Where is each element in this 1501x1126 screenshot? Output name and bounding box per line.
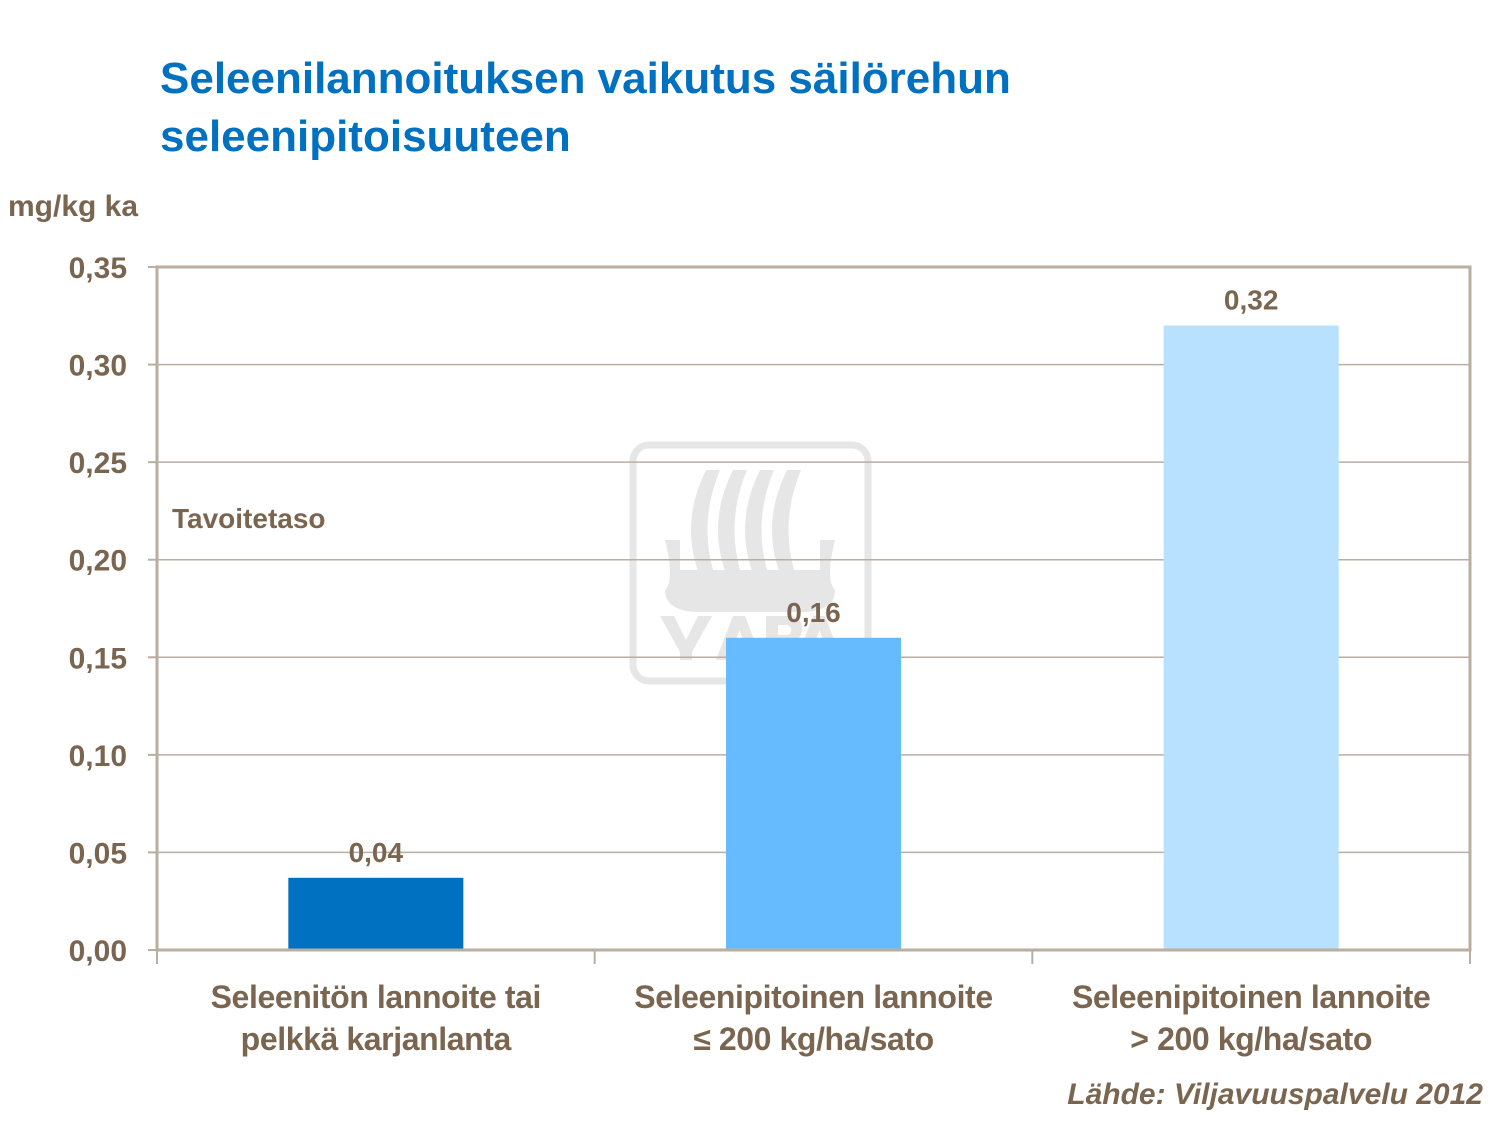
y-tick-label: 0,15 [69, 642, 127, 675]
y-tick-label: 0,10 [69, 740, 127, 773]
x-category-label: pelkkä karjanlanta [241, 1021, 512, 1057]
x-category-label: > 200 kg/ha/sato [1130, 1021, 1372, 1057]
data-label: 0,16 [786, 597, 841, 628]
plot-frame [155, 265, 1472, 952]
y-tick-label: 0,05 [69, 837, 127, 870]
title-line-1: Seleenilannoituksen vaikutus säilörehun [160, 54, 1011, 103]
y-tick-label: 0,00 [69, 935, 127, 968]
y-tick-label: 0,35 [69, 252, 127, 285]
y-axis-unit: mg/kg ka [8, 190, 139, 223]
title-line-2: seleenipitoisuuteen [160, 112, 571, 161]
bar [726, 637, 901, 950]
data-label: 0,32 [1224, 285, 1279, 316]
bar [1163, 325, 1339, 950]
x-category-label: Seleenipitoinen lannoite [1072, 979, 1430, 1015]
y-tick-label: 0,20 [69, 545, 127, 578]
source-note: Lähde: Viljavuuspalvelu 2012 [1067, 1078, 1483, 1111]
x-category-label: ≤ 200 kg/ha/sato [693, 1021, 934, 1057]
y-tick-label: 0,25 [69, 447, 127, 480]
data-label: 0,04 [349, 837, 404, 868]
y-tick-label: 0,30 [69, 350, 127, 383]
target-level-annotation: Tavoitetaso [172, 503, 326, 534]
x-category-label: Seleenipitoinen lannoite [634, 979, 992, 1015]
bar [288, 877, 464, 950]
x-category-label: Seleenitön lannoite tai [211, 979, 541, 1015]
chart-title: Seleenilannoituksen vaikutus säilörehun … [160, 50, 1011, 166]
